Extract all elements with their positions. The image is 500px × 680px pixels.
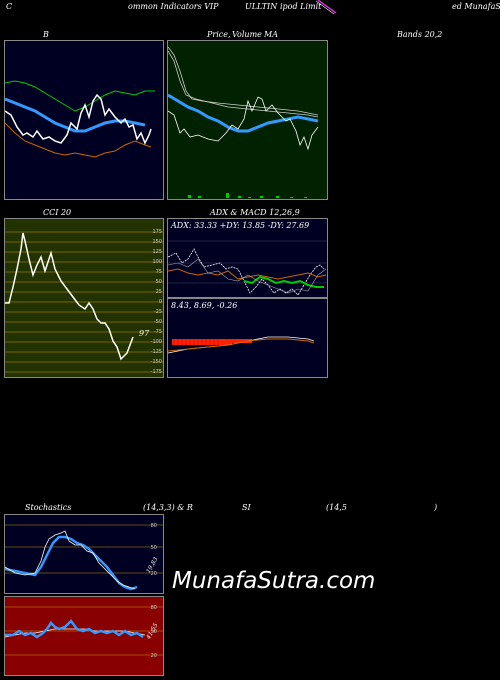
adx-thin-line <box>168 258 327 294</box>
ma-title: MA <box>264 30 278 39</box>
stoch-d-line <box>5 535 138 591</box>
close-line <box>168 96 319 151</box>
stoch-params-title: (14,3,3) & R <box>143 503 193 512</box>
cci-tick: -175 <box>151 369 162 375</box>
cci-chart: 175 150 125 100 75 50 25 0 -25 -50 -75 -… <box>5 229 163 375</box>
price-line <box>5 93 152 145</box>
volume-title: Volume <box>232 30 262 39</box>
rsi-tick: 80 <box>151 605 157 611</box>
cci-tick: -125 <box>151 349 162 355</box>
cci-tick: 150 <box>152 239 162 245</box>
cci-tick: 0 <box>159 299 162 305</box>
cci-tick: 125 <box>152 249 162 255</box>
upper-band-line <box>5 80 155 112</box>
rsi-panel: 80 50 20 41.55 <box>4 596 164 676</box>
rsi-tick: 50 <box>151 629 157 635</box>
cci-tick: 175 <box>152 229 162 235</box>
rsi-line <box>5 619 144 639</box>
adx-chart <box>168 240 327 296</box>
rsi-close-title: ) <box>434 503 438 512</box>
price-panel <box>167 40 328 200</box>
cci-tick: 75 <box>156 269 162 275</box>
adx-macd-title: ADX & MACD 12,26,9 <box>210 208 300 217</box>
bands-title: Bands 20,2 <box>397 30 443 39</box>
cci-grid <box>5 231 163 373</box>
rsi-tick: 20 <box>151 653 157 659</box>
price-title: Price, <box>207 30 231 39</box>
cci-tick: 100 <box>152 259 162 265</box>
macd-readout: 8.43, 8.69, -0.26 <box>171 301 238 310</box>
header-symbol: ULLTIN <box>245 2 278 11</box>
rsi-params-title: (14,5 <box>326 503 347 512</box>
header-common-indicators: ommon Indicators VIP <box>128 2 219 11</box>
header-site: ed MunafaSutra. <box>452 2 500 11</box>
watermark: MunafaSutra.com <box>172 568 376 594</box>
stoch-tick: 20 <box>151 571 157 577</box>
pen-icon <box>315 0 337 15</box>
bollinger-title: B <box>43 30 49 39</box>
cci-tick: -75 <box>154 329 162 335</box>
cci-tick: -25 <box>154 309 162 315</box>
macd-panel: 8.43, 8.69, -0.26 <box>167 298 328 378</box>
sma-mid-line <box>168 50 319 118</box>
minus-dy-line <box>243 275 324 288</box>
price-chart <box>168 46 319 198</box>
volume-bars <box>188 193 307 198</box>
blue-ma-line <box>168 93 319 133</box>
cci-tick: -150 <box>151 359 162 365</box>
bollinger-chart <box>5 80 155 158</box>
stoch-tick: 80 <box>151 523 157 529</box>
middle-band-line <box>5 97 146 133</box>
cci-value-label: 97 <box>139 329 150 338</box>
cci-line <box>5 232 134 361</box>
sma-long-line <box>168 46 319 116</box>
macd-chart <box>168 336 315 354</box>
stochastics-panel: 80 50 20 19.83 <box>4 514 164 594</box>
rsi-chart: 80 50 20 <box>5 605 163 659</box>
adx-panel: ADX: 33.33 +DY: 13.85 -DY: 27.69 <box>167 218 328 298</box>
cci-tick: -100 <box>151 339 162 345</box>
adx-readout: ADX: 33.33 +DY: 13.85 -DY: 27.69 <box>171 221 310 230</box>
bollinger-panel <box>4 40 164 200</box>
cci-tick: 25 <box>156 289 162 295</box>
header-c: C <box>6 2 13 11</box>
stoch-tick: 50 <box>151 545 157 551</box>
macd-histogram <box>172 339 252 345</box>
cci-title: CCI 20 <box>43 208 72 217</box>
cci-tick: 50 <box>156 279 162 285</box>
adx-line <box>168 248 325 296</box>
header-company: ipod Limit <box>280 2 322 11</box>
cci-tick: -50 <box>154 319 162 325</box>
plus-dy-line <box>168 268 327 280</box>
macd-signal-line <box>168 338 315 352</box>
stoch-k-line <box>5 530 136 590</box>
cci-panel: 175 150 125 100 75 50 25 0 -25 -50 -75 -… <box>4 218 164 378</box>
rsi-title: SI <box>242 503 251 512</box>
stochastics-chart: 80 50 20 <box>5 523 163 591</box>
stochastics-title: Stochastics <box>25 503 72 512</box>
lower-band-line <box>5 122 152 158</box>
